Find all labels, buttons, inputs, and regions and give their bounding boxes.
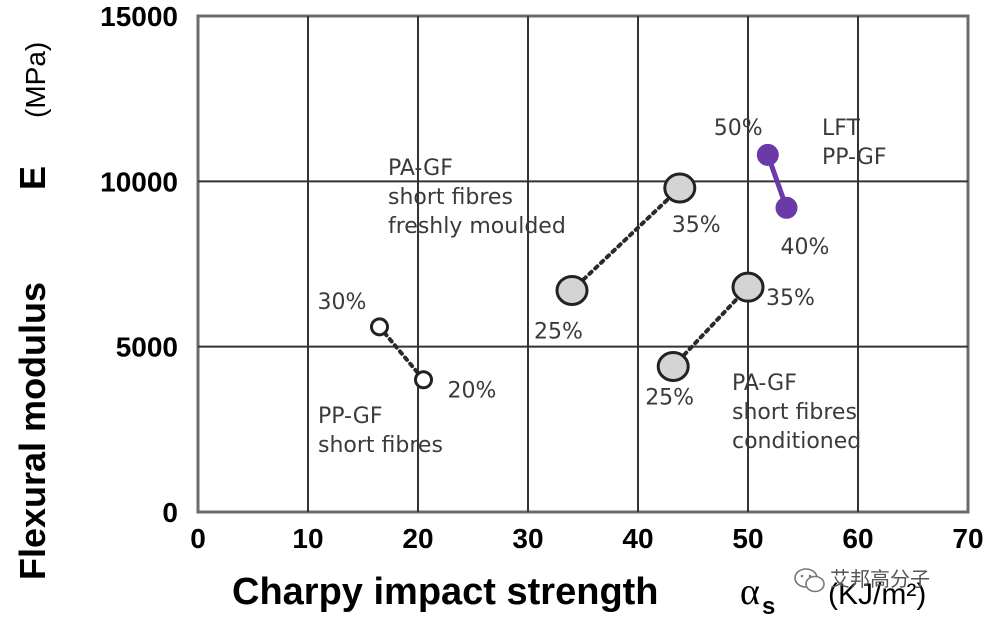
plot-frame <box>196 14 970 514</box>
series-1 <box>555 172 697 306</box>
point-label: 30% <box>318 290 367 315</box>
series-line <box>671 285 750 369</box>
x-axis-symbol: α <box>740 571 760 613</box>
x-axis-title: Charpy impact strength <box>232 571 659 613</box>
series-line <box>570 185 682 293</box>
series-label-line: short fibres <box>318 433 443 458</box>
x-axis-symbol-subscript: s <box>762 593 775 620</box>
series-label-line: short fibres <box>388 185 513 210</box>
y-axis-label: Flexural modulus E (MPa) <box>12 42 53 580</box>
x-tick-label: 30 <box>512 523 543 554</box>
data-point <box>756 143 779 166</box>
point-label: 35% <box>766 286 815 311</box>
y-axis-unit: (MPa) <box>20 42 51 118</box>
x-axis-label: Charpy impact strength α s (KJ/m²) <box>232 571 926 620</box>
data-point <box>656 351 690 383</box>
point-label: 25% <box>645 386 694 411</box>
series-3 <box>756 143 798 219</box>
point-label: 35% <box>672 213 721 238</box>
y-tick-label: 5000 <box>116 332 178 363</box>
point-label: 25% <box>534 319 583 344</box>
series-label-line: PP-GF <box>822 145 887 170</box>
y-tick-label: 15000 <box>100 1 178 32</box>
chart-annotations: 30% 20% 25% 35% 25% 35% 50% 40% PP-GF short fibre… <box>318 116 887 458</box>
data-point <box>775 196 798 219</box>
data-point <box>555 274 589 306</box>
watermark: 艾邦高分子 <box>794 567 930 593</box>
series-label-line: PA-GF <box>388 156 453 181</box>
x-tick-label: 40 <box>622 523 653 554</box>
chart-series <box>370 143 798 390</box>
x-tick-label: 50 <box>732 523 763 554</box>
series-label-line: PA-GF <box>732 371 797 396</box>
series-label-line: LFT <box>822 116 861 141</box>
watermark-text: 艾邦高分子 <box>830 567 930 591</box>
axis-ticks: 0 10 20 30 40 50 60 70 0 5000 10000 15000 <box>100 1 983 554</box>
chart-grid <box>196 14 970 514</box>
x-tick-label: 70 <box>952 523 983 554</box>
series-label-line: short fibres <box>732 400 857 425</box>
x-tick-label: 20 <box>402 523 433 554</box>
y-tick-label: 0 <box>162 497 178 528</box>
data-point <box>370 317 389 337</box>
point-label: 40% <box>781 235 830 260</box>
x-axis-unit: (KJ/m²) <box>828 578 926 611</box>
series-label-line: PP-GF <box>318 404 383 429</box>
x-tick-label: 60 <box>842 523 873 554</box>
x-tick-label: 10 <box>292 523 323 554</box>
point-label: 50% <box>714 116 763 141</box>
series-label-line: freshly moulded <box>388 214 566 239</box>
data-point <box>663 172 697 204</box>
y-tick-label: 10000 <box>100 166 178 197</box>
y-axis-title: Flexural modulus <box>12 282 53 580</box>
series-2 <box>656 271 765 383</box>
data-point <box>731 271 765 303</box>
series-0 <box>370 317 433 390</box>
x-tick-label: 0 <box>190 523 206 554</box>
point-label: 20% <box>448 379 497 404</box>
y-axis-symbol: E <box>12 166 53 190</box>
wechat-icon <box>794 568 825 593</box>
series-label-line: conditioned <box>732 429 861 454</box>
data-point <box>414 370 433 390</box>
series-line <box>377 324 426 382</box>
